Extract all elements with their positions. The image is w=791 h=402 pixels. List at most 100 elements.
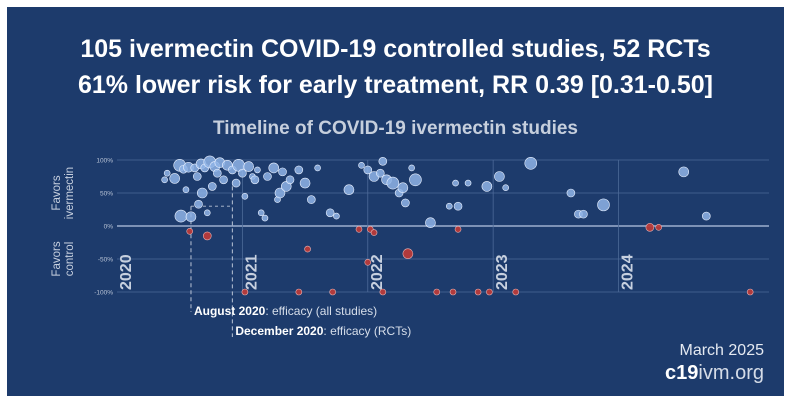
infographic-panel: 105 ivermectin COVID-19 controlled studi… [7, 7, 784, 396]
study-point-favorable [397, 182, 409, 194]
study-point-unfavorable [186, 227, 194, 235]
study-point-favorable [174, 209, 188, 223]
study-point-favorable [207, 182, 217, 191]
study-point-unfavorable [202, 231, 212, 241]
axis-label-line: Favors [51, 175, 63, 210]
headline-risk: 61% lower risk for early treatment, RR 0… [77, 71, 713, 99]
timeline-chart: 100% 50% 0% -50% -100% 2020 2021 2022 2023 2024 Fa… [51, 155, 769, 338]
study-point-favorable [678, 166, 690, 178]
study-point-favorable [196, 187, 208, 199]
study-point-favorable [257, 209, 265, 217]
axis-label-line: control [64, 242, 76, 277]
study-point-favorable [453, 201, 463, 211]
study-point-favorable [241, 193, 249, 200]
study-point-unfavorable [512, 288, 520, 296]
study-point-unfavorable [402, 248, 414, 260]
study-point-favorable [566, 188, 576, 198]
study-point-favorable [250, 175, 260, 185]
study-point-favorable [268, 162, 280, 174]
study-point-favorable [401, 198, 410, 208]
site-name-bold: c19 [665, 362, 699, 384]
study-point-favorable [343, 184, 355, 195]
study-point-favorable [299, 177, 311, 189]
study-point-favorable [481, 181, 493, 192]
study-point-favorable [494, 171, 505, 182]
footer-date: March 2025 [679, 342, 765, 359]
study-point-favorable [445, 202, 453, 210]
study-point-favorable [182, 186, 190, 193]
study-point-unfavorable [474, 288, 482, 296]
study-point-unfavorable [746, 288, 754, 296]
y-tick-label: 50% [100, 191, 113, 198]
study-point-favorable [278, 167, 287, 177]
study-point-favorable [263, 172, 272, 181]
study-point-favorable [314, 164, 321, 172]
study-point-favorable [325, 208, 335, 218]
study-point-favorable [274, 187, 286, 199]
study-point-favorable [185, 211, 197, 223]
study-point-unfavorable [486, 288, 493, 296]
y-tick-label: -100% [94, 290, 113, 297]
study-point-favorable [203, 209, 211, 217]
study-point-favorable [333, 212, 340, 220]
study-point-favorable [502, 184, 509, 192]
study-point-favorable [194, 199, 203, 209]
axis-label-line: Favors [51, 241, 63, 276]
study-point-unfavorable [295, 288, 303, 296]
ylabel-favors-control: Favors control [51, 241, 76, 276]
study-point-favorable [219, 175, 228, 185]
year-label: 2023 [494, 254, 511, 290]
study-point-unfavorable [241, 288, 249, 296]
study-point-favorable [358, 161, 365, 169]
study-point-favorable [597, 198, 610, 212]
study-point-unfavorable [655, 224, 662, 231]
study-point-unfavorable [645, 223, 655, 232]
study-point-favorable [378, 157, 388, 166]
study-point-favorable [363, 165, 373, 175]
study-point-unfavorable [355, 226, 363, 233]
study-point-unfavorable [454, 226, 462, 233]
study-point-unfavorable [364, 259, 372, 266]
study-point-favorable [254, 166, 261, 174]
study-point-unfavorable [449, 288, 457, 296]
headline-studies: 105 ivermectin COVID-19 controlled studi… [80, 35, 711, 63]
study-point-favorable [261, 214, 269, 222]
study-point-favorable [294, 165, 304, 175]
year-label: 2021 [243, 254, 260, 290]
study-point-favorable [213, 168, 222, 178]
study-point-favorable [408, 164, 415, 172]
axis-label-line: ivermectin [64, 167, 76, 219]
study-point-unfavorable [379, 288, 387, 296]
y-tick-label: 0% [104, 224, 114, 231]
study-point-favorable [524, 157, 538, 170]
study-point-favorable [169, 173, 180, 184]
annotation-december-2020: December 2020: efficacy (RCTs) [235, 324, 411, 338]
year-label: 2024 [620, 254, 637, 290]
study-point-favorable [231, 178, 241, 188]
chart-title: Timeline of COVID-19 ivermectin studies [213, 118, 578, 139]
study-point-favorable [425, 217, 436, 228]
study-point-unfavorable [329, 288, 336, 296]
study-point-unfavorable [370, 229, 378, 236]
study-point-favorable [386, 176, 400, 190]
study-point-favorable [163, 169, 171, 177]
study-point-favorable [307, 195, 316, 204]
study-point-favorable [464, 179, 472, 187]
study-point-favorable [285, 175, 295, 185]
study-point-unfavorable [433, 288, 441, 296]
annotation-august-2020: August 2020: efficacy (all studies) [194, 304, 377, 318]
study-point-favorable [409, 173, 422, 187]
y-tick-label: -50% [98, 257, 113, 264]
study-point-favorable [452, 179, 459, 187]
year-label: 2020 [118, 254, 135, 290]
study-point-unfavorable [304, 245, 311, 253]
study-point-favorable [376, 168, 385, 178]
study-point-favorable [238, 168, 247, 178]
study-point-favorable [192, 172, 202, 181]
y-tick-label: 100% [96, 158, 113, 165]
study-point-favorable [702, 211, 711, 221]
year-label: 2022 [369, 254, 386, 290]
ylabel-favors-ivermectin: Favors ivermectin [51, 167, 76, 219]
study-point-favorable [579, 209, 588, 219]
footer-site: c19ivm.org [665, 362, 764, 385]
